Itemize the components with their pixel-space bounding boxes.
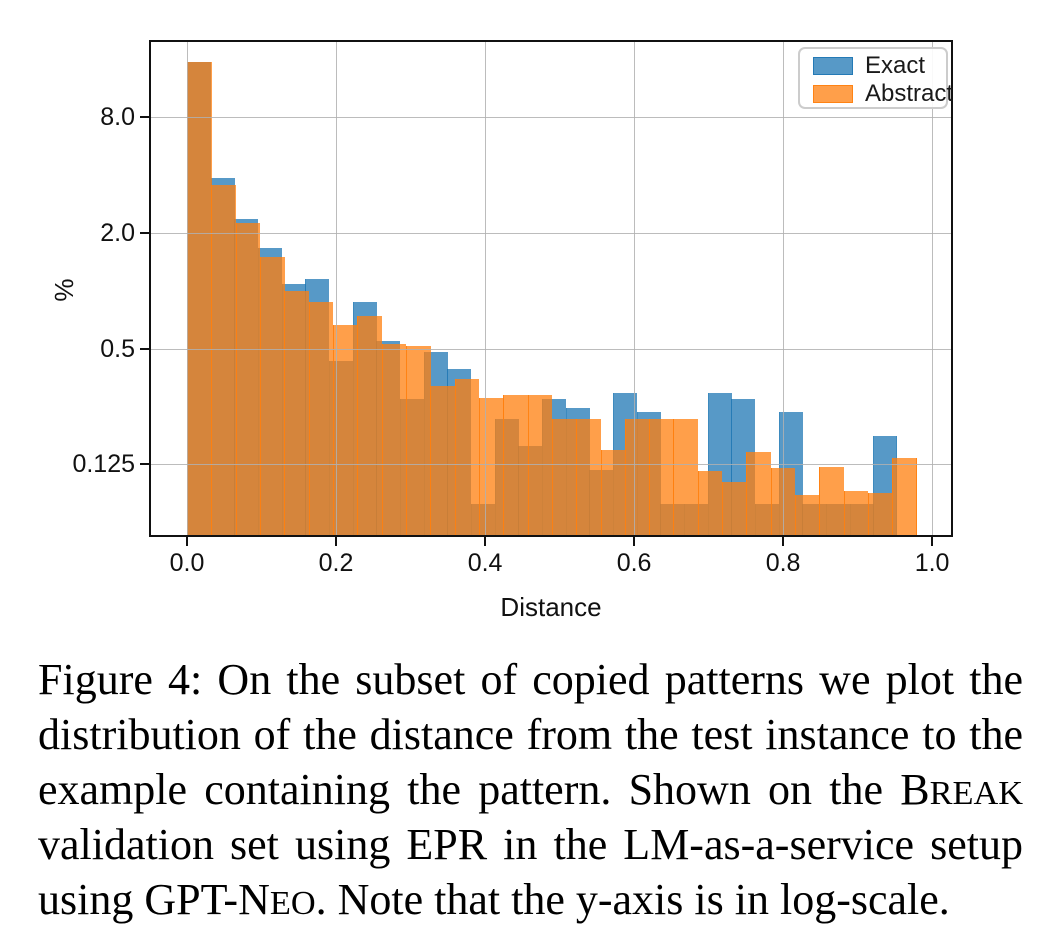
hist-bar-abstract xyxy=(819,467,845,537)
hist-bar-abstract xyxy=(235,223,261,537)
legend-entry-abstract: Abstract xyxy=(813,80,954,107)
caption-line: Figure 4: On the subset of copied patter… xyxy=(38,652,1023,707)
caption-text: distribution of the distance from the te… xyxy=(38,710,1023,759)
hist-bar-abstract xyxy=(649,418,674,537)
hist-bar-abstract xyxy=(673,418,699,537)
y-tick-label: 2.0 xyxy=(100,218,135,247)
x-tick-label: 0.8 xyxy=(765,549,801,577)
y-tick-label: 0.5 xyxy=(100,334,135,363)
x-tick-label: 0.2 xyxy=(318,549,354,577)
caption-line: distribution of the distance from the te… xyxy=(38,707,1023,762)
hist-bar-abstract xyxy=(795,494,820,537)
plot-area xyxy=(149,40,953,537)
x-tick-mark xyxy=(931,537,934,546)
hist-bar-abstract xyxy=(357,315,383,537)
hist-bar-abstract xyxy=(770,467,796,537)
x-tick-mark xyxy=(335,537,337,546)
hist-bar-abstract xyxy=(260,256,285,537)
caption-text: validation set using EPR in the LM-as-a-… xyxy=(38,820,1023,869)
hist-bar-abstract xyxy=(187,61,212,537)
y-tick-mark xyxy=(140,115,149,118)
hist-bar-abstract xyxy=(503,395,528,537)
hist-bar-abstract xyxy=(722,482,747,537)
x-tick-mark xyxy=(186,537,188,546)
legend-entry-exact: Exact xyxy=(813,52,926,79)
y-tick-mark xyxy=(140,231,149,234)
legend-swatch-exact xyxy=(813,56,853,75)
hist-bar-abstract xyxy=(308,301,334,537)
hist-bar-abstract xyxy=(211,185,237,537)
hist-bar-abstract xyxy=(430,385,455,537)
caption-text: . Note that the y-axis is in log-scale. xyxy=(315,875,950,924)
caption-text: example containing the pattern. Shown on… xyxy=(38,765,930,814)
hist-bar-abstract xyxy=(868,492,893,537)
histogram-bars-layer xyxy=(149,40,953,537)
caption-smallcaps-text: REAK xyxy=(929,774,1023,812)
hist-bar-abstract xyxy=(843,490,869,537)
hist-bar-abstract xyxy=(478,398,504,537)
x-tick-label: 1.0 xyxy=(914,549,950,577)
hist-bar-abstract xyxy=(527,395,553,537)
hist-bar-abstract xyxy=(454,379,480,537)
hist-bar-abstract xyxy=(892,457,918,537)
hist-bar-abstract xyxy=(381,344,407,537)
legend-label-abstract: Abstract xyxy=(865,80,954,107)
x-tick-mark xyxy=(484,537,487,546)
caption-line: validation set using EPR in the LM-as-a-… xyxy=(38,817,1023,872)
caption-line: example containing the pattern. Shown on… xyxy=(38,762,1023,817)
legend-label-exact: Exact xyxy=(865,52,926,79)
x-tick-label: 0.6 xyxy=(616,549,652,577)
caption-text: using GPT-N xyxy=(38,875,270,924)
x-tick-mark xyxy=(633,537,636,546)
y-tick-label: 0.125 xyxy=(72,450,135,479)
x-axis-title: Distance xyxy=(500,592,602,622)
x-tick-label: 0.0 xyxy=(169,549,205,577)
caption-smallcaps-text: EO xyxy=(269,884,316,922)
hist-bar-abstract xyxy=(600,449,626,537)
legend: Exact Abstract xyxy=(798,47,953,109)
y-tick-mark xyxy=(140,463,149,466)
caption-line: using GPT-NEO. Note that the y-axis is i… xyxy=(38,872,1023,927)
y-axis-title: % xyxy=(49,278,79,302)
hist-bar-abstract xyxy=(551,418,577,537)
y-tick-mark xyxy=(140,347,149,350)
x-tick-label: 0.4 xyxy=(467,549,503,577)
hist-bar-abstract xyxy=(746,452,772,537)
y-tick-label: 8.0 xyxy=(100,102,135,131)
figure-caption: Figure 4: On the subset of copied patter… xyxy=(38,652,1023,927)
hist-bar-abstract xyxy=(332,325,358,537)
hist-bar-abstract xyxy=(576,418,601,537)
hist-bar-abstract xyxy=(405,345,431,537)
caption-text: Figure 4: On the subset of copied patter… xyxy=(38,655,1023,704)
legend-swatch-abstract xyxy=(813,84,853,103)
hist-bar-abstract xyxy=(624,418,650,537)
hist-bar-abstract xyxy=(697,471,723,537)
hist-bar-abstract xyxy=(284,290,310,537)
x-tick-mark xyxy=(782,537,785,546)
